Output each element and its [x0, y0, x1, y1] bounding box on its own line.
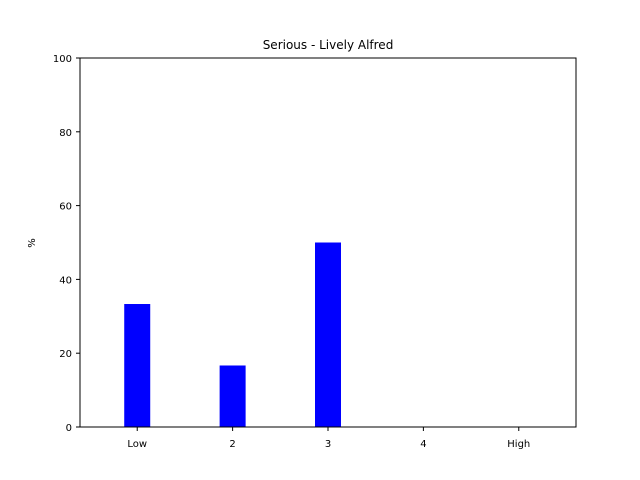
y-tick-label: 60 — [59, 202, 72, 213]
plot-area-frame — [79, 57, 577, 428]
bar-3 — [315, 242, 341, 427]
x-tick-label: 4 — [420, 439, 426, 450]
x-tick-label: 2 — [229, 439, 235, 450]
y-tick-label: 0 — [66, 423, 72, 434]
bar-low — [124, 304, 151, 427]
y-tick-label: 80 — [59, 128, 72, 139]
y-axis-label: % — [27, 238, 38, 248]
x-ticks-group: Low 2 3 4 High — [127, 427, 530, 450]
x-tick-label: High — [507, 439, 530, 450]
bars-group — [124, 242, 341, 427]
y-tick-label: 40 — [59, 275, 72, 286]
x-tick-label: 3 — [325, 439, 331, 450]
y-tick-label: 100 — [53, 54, 72, 65]
x-tick-label: Low — [127, 439, 147, 450]
y-tick-label: 20 — [59, 349, 72, 360]
y-ticks-group: 0 20 40 60 80 100 — [53, 54, 80, 434]
chart-title: Serious - Lively Alfred — [263, 38, 394, 52]
bar-2 — [219, 365, 246, 427]
